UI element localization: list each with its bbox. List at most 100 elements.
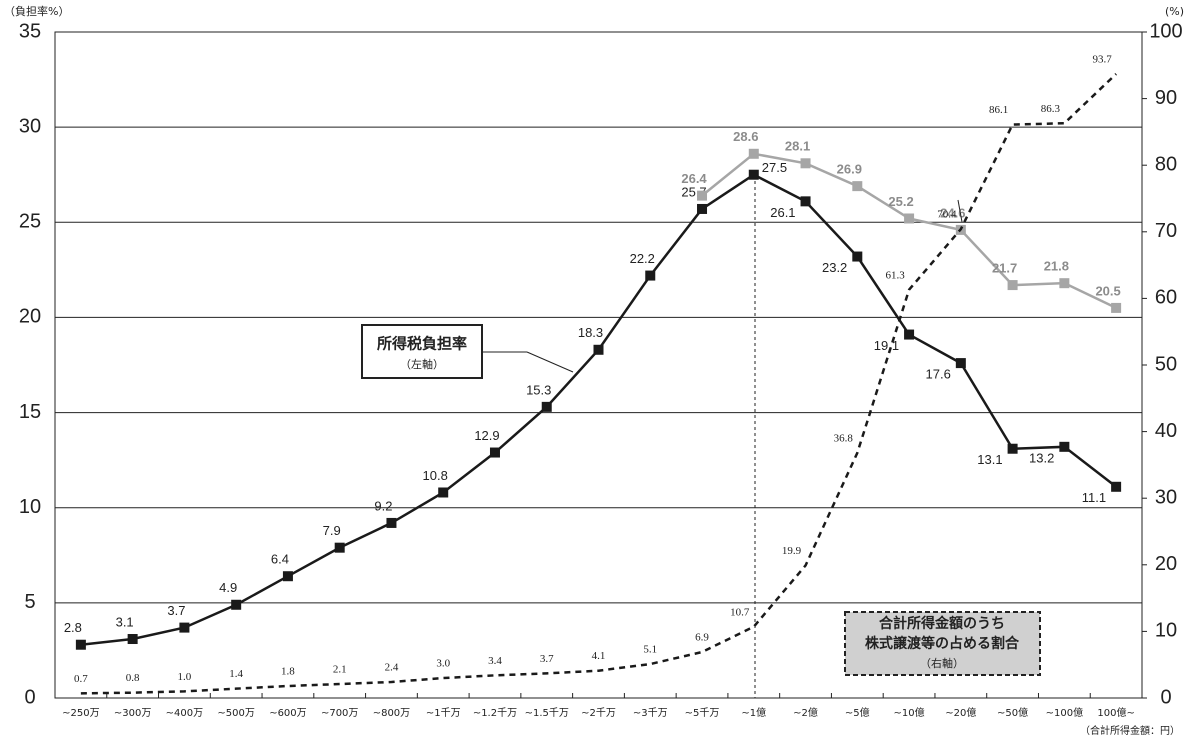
data-label: 3.7 bbox=[167, 603, 185, 618]
x-tick-label: ~1.2千万 bbox=[473, 707, 517, 719]
x-tick-label: ~800万 bbox=[373, 708, 410, 719]
marker bbox=[645, 270, 656, 281]
data-label: 3.1 bbox=[116, 614, 134, 629]
series-line bbox=[80, 73, 1117, 695]
y2-tick-label: 70 bbox=[1155, 220, 1177, 242]
data-label: 3.0 bbox=[436, 658, 450, 670]
marker bbox=[593, 344, 604, 355]
data-label: 3.4 bbox=[488, 655, 502, 667]
data-label: 19.9 bbox=[782, 545, 802, 557]
data-label: 1.0 bbox=[178, 671, 192, 683]
data-label: 9.2 bbox=[374, 498, 392, 513]
x-tick-label: ~50億 bbox=[997, 706, 1028, 719]
data-label: 20.5 bbox=[1095, 283, 1120, 298]
data-label: 5.1 bbox=[643, 644, 657, 656]
marker bbox=[179, 622, 190, 633]
legend-note: （左軸） bbox=[400, 357, 444, 371]
marker bbox=[852, 181, 863, 192]
series-line bbox=[80, 173, 1117, 646]
data-label: 86.3 bbox=[1041, 103, 1061, 115]
data-label: 10.8 bbox=[423, 468, 448, 483]
x-tick-label: ~3千万 bbox=[633, 707, 668, 719]
data-label: 22.2 bbox=[630, 251, 655, 266]
legend-label: 合計所得金額のうち株式譲渡等の占める割合 bbox=[865, 615, 1020, 652]
data-label: 18.3 bbox=[578, 325, 603, 340]
legend-box bbox=[361, 324, 483, 379]
data-label: 13.2 bbox=[1029, 450, 1054, 465]
marker bbox=[489, 447, 500, 458]
data-label: 1.8 bbox=[281, 666, 295, 678]
y2-tick-label: 10 bbox=[1155, 620, 1177, 642]
y-axis-label: （負担率%） bbox=[4, 4, 69, 18]
marker bbox=[75, 639, 86, 650]
data-label: 26.4 bbox=[681, 171, 707, 186]
marker bbox=[748, 148, 759, 159]
data-label: 1.4 bbox=[229, 668, 243, 680]
marker bbox=[904, 213, 915, 224]
data-label: 4.1 bbox=[592, 650, 606, 662]
marker bbox=[697, 190, 708, 201]
marker bbox=[1111, 302, 1122, 313]
legend-label-line: 株式譲渡等の占める割合 bbox=[865, 635, 1020, 652]
data-label: 28.6 bbox=[733, 129, 758, 144]
y2-tick-label: 60 bbox=[1155, 287, 1177, 309]
x-tick-label: ~250万 bbox=[62, 708, 99, 719]
x-tick-label: ~1億 bbox=[741, 706, 766, 719]
marker bbox=[127, 634, 138, 645]
x-axis-label: （合計所得金額：円） bbox=[1080, 724, 1180, 737]
data-label: 2.4 bbox=[385, 662, 399, 674]
plot-frame bbox=[54, 31, 1143, 699]
data-label: 2.1 bbox=[333, 664, 347, 676]
marker bbox=[1007, 280, 1018, 291]
y2-tick-label: 50 bbox=[1155, 353, 1177, 375]
x-tick-label: ~5千万 bbox=[685, 707, 720, 719]
data-label: 10.7 bbox=[730, 606, 750, 618]
data-label: 15.3 bbox=[526, 382, 551, 397]
y-tick-label: 15 bbox=[19, 401, 41, 423]
x-tick-label: 100億~ bbox=[1097, 706, 1134, 719]
marker bbox=[800, 158, 811, 169]
data-label: 70.4 bbox=[937, 209, 957, 221]
data-label: 4.9 bbox=[219, 580, 237, 595]
legend-note: （右軸） bbox=[920, 656, 964, 670]
data-label: 2.8 bbox=[64, 620, 82, 635]
x-tick-label: ~20億 bbox=[945, 706, 976, 719]
data-label: 6.4 bbox=[271, 552, 289, 567]
x-tick-label: ~400万 bbox=[166, 708, 203, 719]
data-label: 25.2 bbox=[888, 194, 913, 209]
data-label: 12.9 bbox=[474, 428, 499, 443]
marker bbox=[231, 599, 242, 610]
marker bbox=[541, 401, 552, 412]
data-label: 23.2 bbox=[822, 260, 847, 275]
marker bbox=[1007, 443, 1018, 454]
x-tick-label: ~700万 bbox=[321, 708, 358, 719]
data-label: 0.8 bbox=[126, 672, 140, 684]
x-tick-label: ~2千万 bbox=[581, 707, 616, 719]
y2-tick-label: 40 bbox=[1155, 420, 1177, 442]
legend-label-line: 合計所得金額のうち bbox=[879, 615, 1005, 632]
callout-leader bbox=[957, 199, 963, 223]
data-label: 19.1 bbox=[874, 338, 899, 353]
callout-leader bbox=[526, 351, 574, 373]
y2-tick-label: 0 bbox=[1160, 686, 1171, 708]
data-label: 36.8 bbox=[834, 432, 854, 444]
y-tick-label: 20 bbox=[19, 306, 41, 328]
data-label: 26.9 bbox=[837, 162, 862, 177]
data-label: 26.1 bbox=[770, 205, 795, 220]
x-tick-label: ~5億 bbox=[845, 706, 870, 719]
y-tick-label: 35 bbox=[19, 20, 41, 42]
data-label: 27.5 bbox=[762, 160, 787, 175]
data-label: 13.1 bbox=[977, 452, 1002, 467]
y2-axis-label: (%) bbox=[1165, 5, 1184, 18]
x-tick-label: ~10億 bbox=[894, 706, 925, 719]
data-label: 11.1 bbox=[1082, 490, 1106, 505]
marker bbox=[1059, 278, 1070, 289]
data-label: 61.3 bbox=[885, 269, 905, 281]
marker bbox=[438, 487, 449, 498]
marker bbox=[386, 517, 397, 528]
marker bbox=[334, 542, 345, 553]
y2-tick-label: 80 bbox=[1155, 153, 1177, 175]
marker bbox=[1111, 481, 1122, 492]
data-label: 21.8 bbox=[1044, 259, 1069, 274]
series-line bbox=[701, 152, 1117, 310]
